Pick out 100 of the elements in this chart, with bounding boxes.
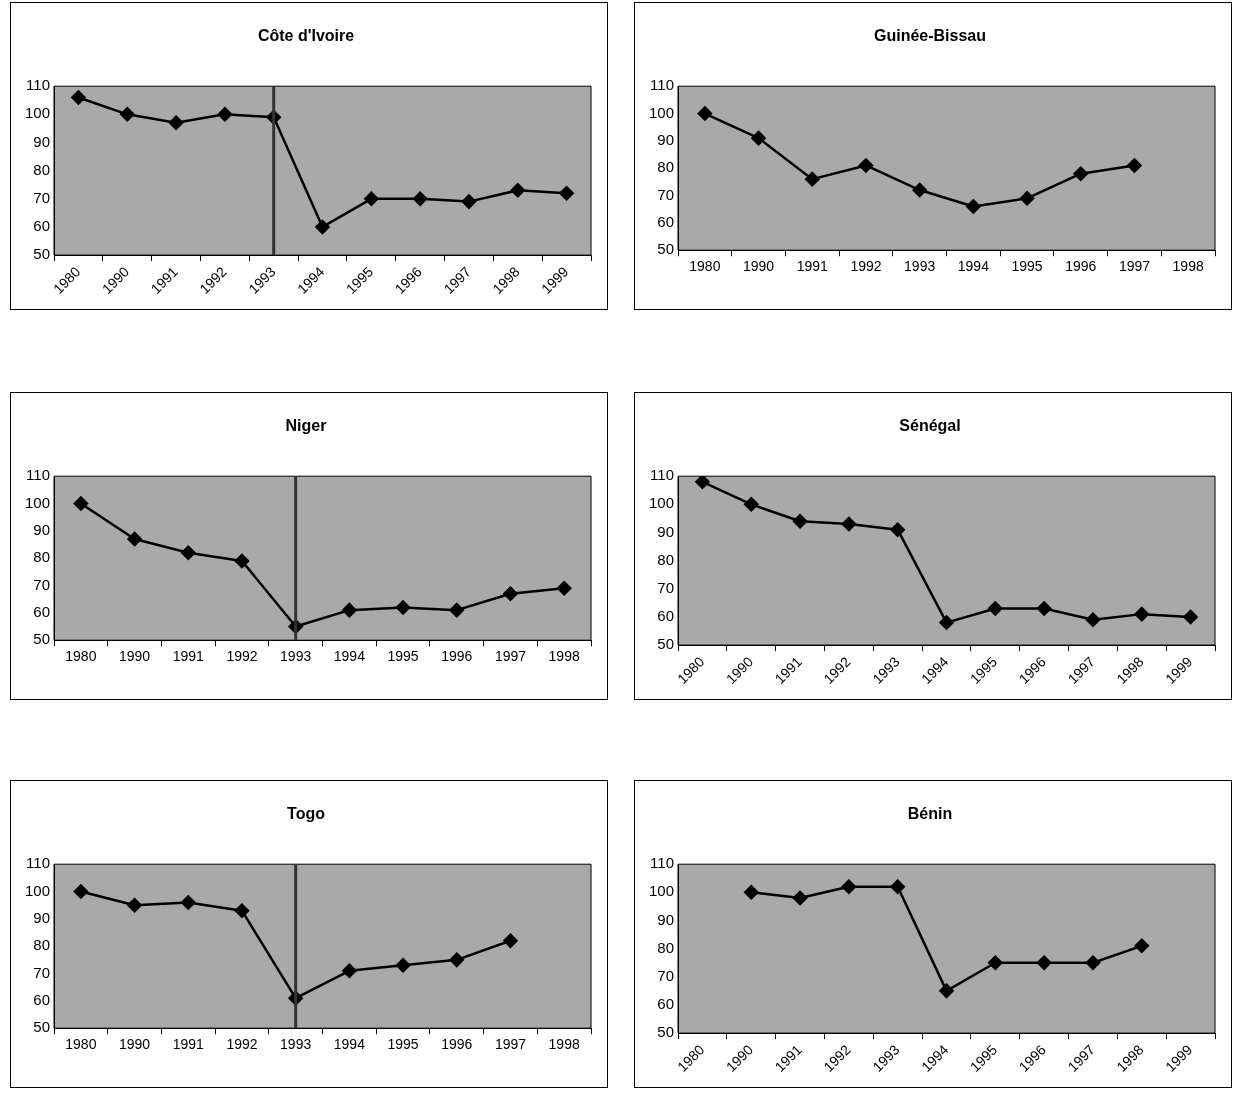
point: [315, 219, 330, 235]
y-tick-label: 50: [33, 245, 51, 263]
x-tick-label: 1995: [387, 648, 419, 665]
point: [1127, 158, 1142, 173]
x-tick-label: 1990: [118, 1036, 151, 1053]
point: [559, 185, 574, 201]
point: [1036, 955, 1052, 970]
point: [556, 581, 572, 596]
point: [1019, 191, 1035, 206]
x-tick-label: 1980: [65, 1036, 97, 1053]
point: [503, 586, 518, 601]
x-tick-label: 1991: [172, 648, 205, 665]
y-tick-label: 70: [33, 188, 51, 206]
y-tick-label: 90: [33, 132, 51, 150]
x-tick-label: 1997: [494, 648, 527, 665]
point: [120, 107, 135, 122]
chart-title: Guinée-Bissau: [873, 27, 987, 45]
x-tick-label: 1998: [1172, 258, 1204, 275]
point: [1134, 606, 1150, 622]
point: [988, 601, 1003, 616]
point: [805, 171, 820, 187]
y-tick-label: 80: [657, 158, 675, 176]
point: [449, 602, 465, 618]
x-tick-label: 1994: [333, 648, 366, 665]
x-tick-label: 1980: [689, 258, 721, 275]
point: [939, 615, 954, 630]
point: [168, 115, 184, 131]
x-tick-label: 1991: [172, 1036, 205, 1053]
y-tick-label: 70: [33, 963, 51, 981]
point: [510, 183, 526, 198]
y-tick-label: 100: [649, 494, 675, 512]
point: [751, 130, 766, 146]
y-tick-label: 80: [33, 160, 51, 178]
y-tick-label: 70: [657, 966, 675, 984]
y-tick-label: 50: [657, 635, 675, 653]
y-tick-label: 100: [25, 104, 51, 122]
y-tick-label: 80: [33, 936, 51, 954]
point: [858, 158, 874, 173]
y-tick-label: 110: [26, 466, 51, 484]
x-tick-label: 1991: [796, 258, 829, 275]
point: [1134, 938, 1150, 954]
y-tick-label: 60: [33, 603, 51, 621]
y-tick-label: 110: [650, 466, 675, 484]
y-tick-label: 50: [33, 1018, 51, 1036]
y-tick-label: 100: [649, 882, 675, 900]
point: [412, 191, 428, 207]
y-tick-label: 110: [650, 854, 675, 872]
point: [364, 191, 379, 207]
y-tick-label: 60: [33, 217, 51, 235]
point: [1085, 612, 1101, 628]
point: [744, 497, 759, 512]
x-tick-label: 1996: [441, 1036, 473, 1053]
x-tick-label: 1996: [441, 648, 473, 665]
y-tick-label: 90: [33, 521, 51, 539]
point: [234, 903, 250, 918]
point: [127, 531, 142, 547]
x-tick-label: 1993: [904, 258, 936, 275]
point: [1085, 955, 1101, 970]
point: [697, 106, 713, 121]
point: [461, 194, 477, 209]
x-tick-label: 1992: [850, 258, 882, 275]
y-tick-label: 80: [33, 548, 51, 566]
point: [449, 952, 465, 968]
y-tick-label: 50: [33, 630, 51, 648]
point: [841, 879, 857, 894]
x-tick-label: 1993: [280, 1036, 312, 1053]
x-tick-label: 1992: [226, 1036, 258, 1053]
y-tick-label: 60: [657, 607, 675, 625]
x-tick-label: 1995: [1011, 258, 1043, 275]
point: [342, 602, 357, 618]
x-tick-label: 1993: [280, 648, 312, 665]
x-tick-label: 1992: [226, 648, 258, 665]
y-tick-label: 70: [657, 578, 675, 596]
x-tick-label: 1996: [1065, 258, 1097, 275]
y-tick-label: 70: [33, 575, 51, 593]
point: [792, 890, 808, 906]
x-tick-label: 1997: [1118, 258, 1151, 275]
y-tick-label: 100: [649, 103, 675, 121]
point: [395, 600, 411, 615]
point: [890, 522, 905, 537]
point: [217, 107, 233, 122]
x-tick-label: 1998: [548, 648, 580, 665]
y-tick-label: 50: [657, 1023, 675, 1041]
x-tick-label: 1990: [118, 648, 151, 665]
point: [841, 516, 857, 532]
y-tick-label: 100: [25, 881, 51, 899]
y-tick-label: 80: [657, 938, 675, 956]
y-tick-label: 110: [650, 76, 675, 94]
y-tick-label: 100: [25, 493, 51, 511]
point: [73, 496, 89, 511]
y-tick-label: 90: [33, 909, 51, 927]
point: [127, 897, 142, 913]
point: [503, 933, 518, 948]
point: [181, 895, 196, 910]
point: [966, 199, 981, 214]
y-tick-label: 70: [657, 185, 675, 203]
point: [1073, 166, 1089, 181]
x-tick-label: 1994: [333, 1036, 366, 1053]
x-tick-label: 1997: [494, 1036, 527, 1053]
y-tick-label: 90: [657, 522, 675, 540]
